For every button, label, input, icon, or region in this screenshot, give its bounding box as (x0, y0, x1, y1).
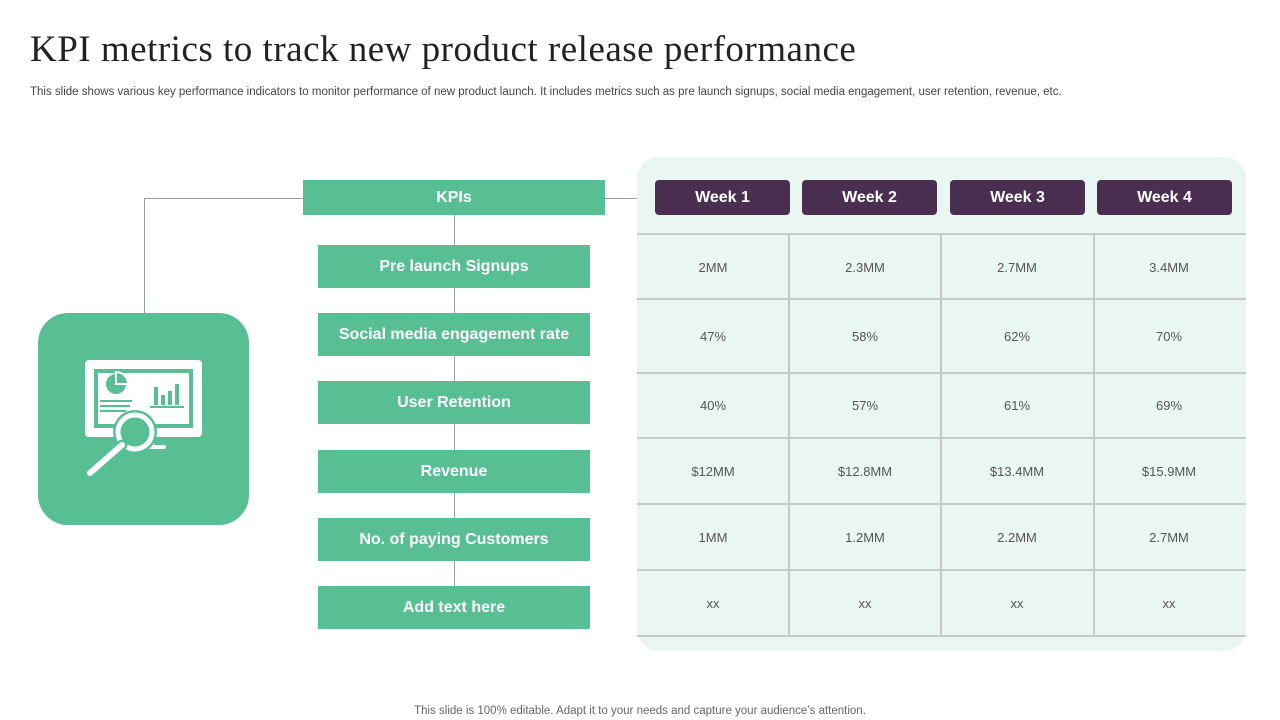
table-cell: 58% (851, 328, 879, 344)
table-cell: 2.3MM (845, 259, 885, 275)
table-cell: 40% (699, 397, 727, 413)
kpi-item-social-media-engagement: Social media engagement rate (318, 313, 590, 356)
table-cell: $15.9MM (1141, 463, 1197, 479)
table-cell: xx (858, 595, 872, 611)
week-header-2: Week 2 (802, 180, 937, 215)
table-vline (788, 233, 790, 637)
table-cell: $12.8MM (837, 463, 893, 479)
table-cell: 62% (1003, 328, 1031, 344)
table-cell: 47% (699, 328, 727, 344)
table-cell: $13.4MM (989, 463, 1045, 479)
table-cell: 61% (1003, 397, 1031, 413)
table-cell: 57% (851, 397, 879, 413)
kpi-item-add-text: Add text here (318, 586, 590, 629)
table-cell: 2.7MM (997, 259, 1037, 275)
week-header-3: Week 3 (950, 180, 1085, 215)
table-cell: xx (1010, 595, 1024, 611)
table-cell: 3.4MM (1149, 259, 1189, 275)
table-cell: 2.2MM (997, 529, 1037, 545)
table-cell: 1MM (698, 529, 728, 545)
slide-title: KPI metrics to track new product release… (30, 29, 857, 70)
connector-icon-vertical (144, 198, 145, 313)
kpi-item-user-retention: User Retention (318, 381, 590, 424)
table-cell: 2.7MM (1149, 529, 1189, 545)
slide-footer: This slide is 100% editable. Adapt it to… (414, 705, 866, 717)
kpi-item-paying-customers: No. of paying Customers (318, 518, 590, 561)
kpi-item-revenue: Revenue (318, 450, 590, 493)
kpi-item-pre-launch-signups: Pre launch Signups (318, 245, 590, 288)
monitor-analytics-magnifier-icon (84, 360, 202, 479)
table-cell: 2MM (698, 259, 728, 275)
table-cell: 70% (1155, 328, 1183, 344)
table-cell: 1.2MM (845, 529, 885, 545)
table-vline (1093, 233, 1095, 637)
week-header-4: Week 4 (1097, 180, 1232, 215)
analytics-icon-box (38, 313, 249, 525)
table-cell: xx (706, 595, 720, 611)
slide-subtitle: This slide shows various key performance… (30, 86, 1062, 98)
week-header-1: Week 1 (655, 180, 790, 215)
table-cell: 69% (1155, 397, 1183, 413)
table-cell: $12MM (691, 463, 735, 479)
table-cell: xx (1162, 595, 1176, 611)
kpi-header: KPIs (303, 180, 605, 215)
table-vline (940, 233, 942, 637)
connector-icon-horizontal (144, 198, 303, 199)
